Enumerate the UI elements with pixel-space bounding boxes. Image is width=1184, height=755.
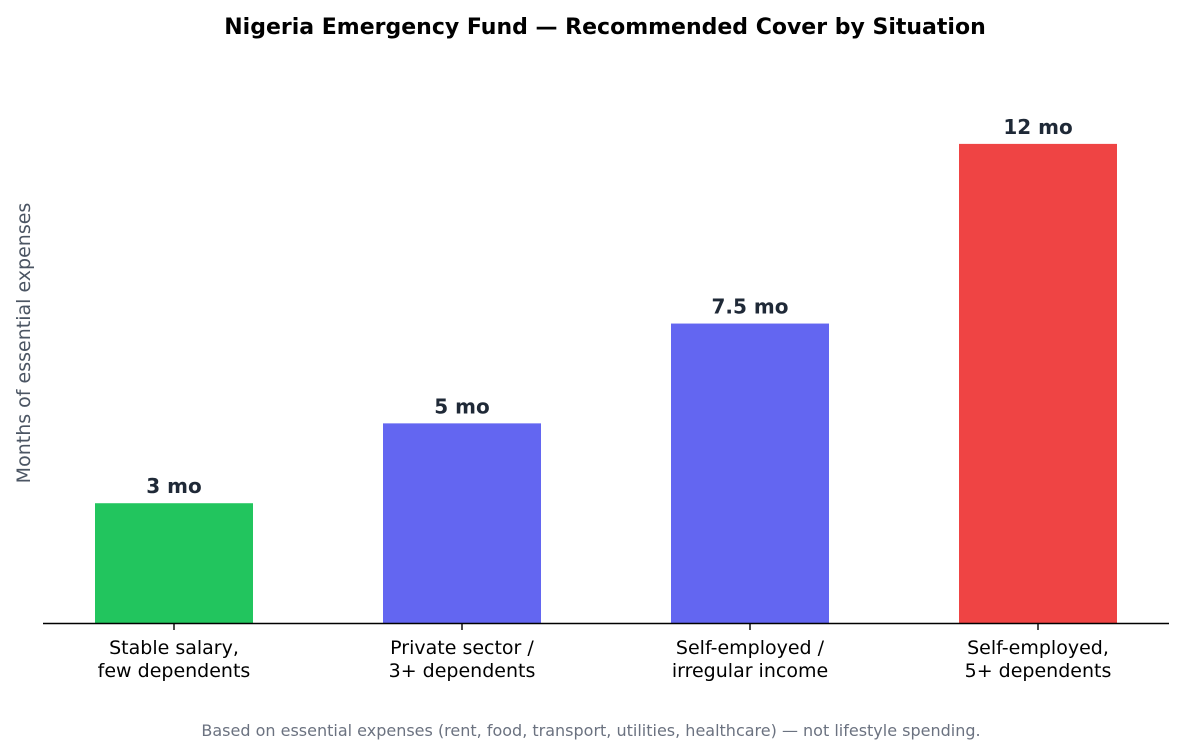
x-tick-label-4-line-2: 5+ dependents [965,660,1112,682]
data-label-2: 5 mo [434,394,489,418]
bars-group [95,143,1117,623]
data-label-3: 7.5 mo [712,295,789,319]
data-labels-group: 3 mo 5 mo 7.5 mo 12 mo [146,115,1072,498]
bar-3 [671,323,829,623]
x-tick-label-2-line-1: Private sector / [390,637,534,659]
x-tick-label-3-line-2: irregular income [672,660,828,682]
x-ticks-group: Stable salary,few dependents Private sect… [98,623,1112,682]
data-label-1: 3 mo [146,474,201,498]
x-tick-label-1-line-2: few dependents [98,660,251,682]
x-tick-label-3-line-1: Self-employed / [676,637,825,659]
bar-2 [383,423,541,623]
chart-title: Nigeria Emergency Fund — Recommended Cov… [224,15,985,40]
data-label-4: 12 mo [1003,115,1072,139]
footnote: Based on essential expenses (rent, food,… [201,721,980,740]
x-tick-label-2-line-2: 3+ dependents [389,660,536,682]
bar-4 [959,143,1117,623]
y-axis-label: Months of essential expenses [13,203,35,484]
x-tick-label-4-line-1: Self-employed, [967,637,1109,659]
x-tick-label-1-line-1: Stable salary, [109,637,239,659]
bar-1 [95,503,253,623]
